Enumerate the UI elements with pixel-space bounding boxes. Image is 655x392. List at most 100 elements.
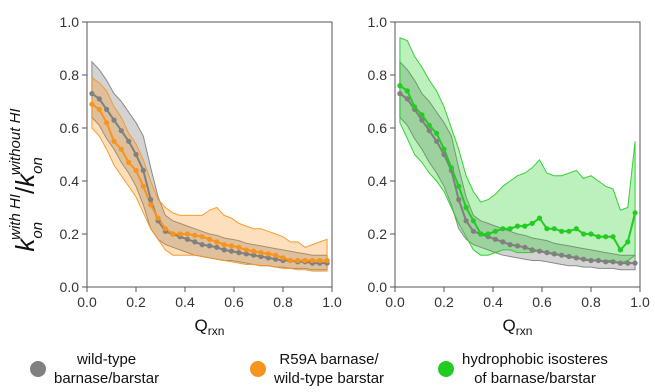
point-hydro [610,234,616,240]
point-r59a [221,242,227,248]
y-title-sub-den: on [29,157,46,174]
y-tick-label: 0.4 [368,173,388,189]
y-tick-label: 0.8 [368,67,388,83]
x-tick-label: 0.4 [175,294,195,310]
x-tick-label: 0.8 [581,294,601,310]
point-hydro [426,122,432,128]
left-x-axis-title: Qrxn [195,316,225,338]
point-hydro [559,228,565,234]
point-r59a [162,226,168,232]
legend-marker-hydrophobic [438,361,454,377]
point-wt [625,260,631,266]
left-plot-frame [86,21,333,288]
point-r59a [265,251,271,257]
point-r59a [96,106,102,112]
y-axis-title: konwith HI/konwithout HI [7,108,46,251]
y-title-slash: / [10,186,40,194]
point-r59a [302,257,308,264]
y-tick-label: 1.0 [60,14,80,30]
legend-label-line-1: R59A barnase/ [279,351,379,368]
point-hydro [404,88,410,94]
point-r59a [118,146,124,152]
legend-label-r59a: R59A barnase/ wild-type barstar [274,350,384,388]
x-tick-label: 1.0 [322,294,342,310]
left-x-title-main: Q [195,316,208,335]
point-wt [441,151,447,158]
point-r59a [111,138,117,144]
point-hydro [507,226,513,232]
point-r59a [192,232,198,238]
panel-right: 0.0 0.2 0.4 0.6 0.8 1.0 0.0 0.2 0.4 0.6 0.8 1.0 Qrx… [368,14,650,338]
point-r59a [324,257,330,264]
point-wt [89,91,95,97]
legend-label-line-2: of barnase/barstar [474,370,596,387]
point-wt [522,244,528,250]
point-hydro [551,226,557,232]
point-r59a [251,248,257,254]
point-wt [273,256,279,262]
point-wt [536,248,543,254]
band-r59a [91,76,328,272]
right-plot-frame [394,21,641,288]
y-title-sub-num: on [29,222,46,239]
y-title-sup-den: without HI [7,108,24,175]
point-wt [96,96,102,102]
point-hydro [603,234,609,240]
point-r59a [243,247,249,253]
point-wt [118,128,124,134]
point-wt [544,250,550,256]
point-hydro [492,228,498,234]
point-hydro [478,231,484,237]
y-tick-label: 0.6 [368,120,388,136]
right-x-title-sub: rxn [516,324,533,338]
point-wt [617,260,624,266]
point-hydro [536,215,543,221]
x-tick-label: 0.4 [483,294,503,310]
y-title-sup-num: with HI [7,194,24,240]
legend-item-wild-type: wild-type barnase/barstar [30,350,159,388]
point-hydro [419,112,425,118]
point-hydro [485,231,491,237]
right-ticks: 0.0 0.2 0.4 0.6 0.8 1.0 0.0 0.2 0.4 0.6 0.8 1.0 [368,14,650,310]
point-wt [581,256,587,262]
point-hydro [470,218,476,224]
point-wt [610,259,616,265]
point-r59a [199,234,205,240]
point-wt [148,197,154,203]
point-r59a [206,236,213,242]
legend-label-hydrophobic: hydrophobic isosteres of barnase/barstar [462,350,608,388]
point-hydro [617,247,624,253]
y-tick-label: 0.0 [60,279,80,295]
point-wt [243,251,249,257]
x-tick-label: 0.6 [224,294,244,310]
point-hydro [397,83,403,89]
point-r59a [214,239,220,245]
x-tick-label: 0.0 [77,294,97,310]
point-hydro [514,223,521,229]
left-x-title-sub: rxn [208,324,225,338]
legend-marker-wild-type [30,361,46,377]
y-tick-label: 0.0 [368,279,388,295]
point-wt [184,236,190,242]
y-tick-label: 0.6 [60,120,80,136]
point-wt [221,247,227,253]
point-r59a [317,257,323,264]
point-r59a [170,231,176,237]
point-wt [228,248,235,254]
point-wt [551,251,557,257]
point-r59a [258,250,264,256]
right-x-axis-title: Qrxn [503,316,533,338]
left-markers [89,91,330,266]
point-wt [492,236,498,242]
point-wt [265,255,271,261]
legend: wild-type barnase/barstar R59A barnase/ … [0,344,655,392]
point-hydro [573,226,579,232]
point-r59a [155,215,161,221]
point-r59a [140,183,146,189]
point-r59a [184,231,190,237]
point-wt [588,257,594,264]
point-wt [258,253,264,260]
point-r59a [236,244,242,250]
point-hydro [581,231,587,237]
legend-item-hydrophobic: hydrophobic isosteres of barnase/barstar [438,350,608,388]
